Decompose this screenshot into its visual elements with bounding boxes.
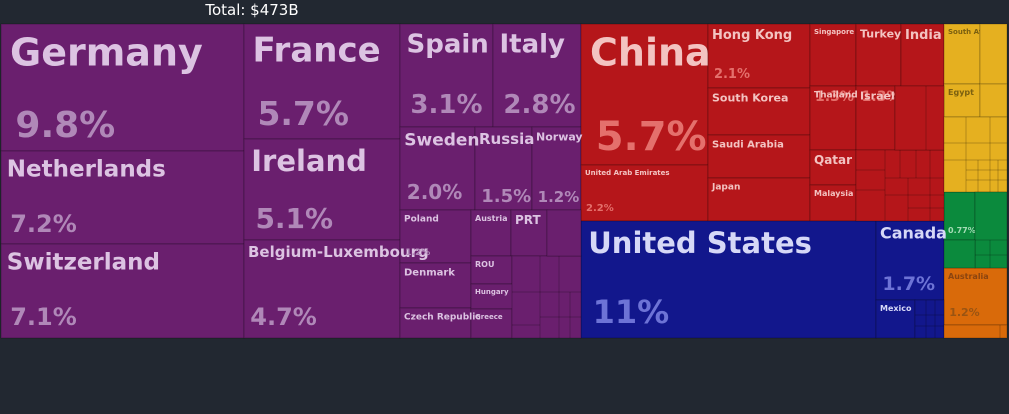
value-label: 1.3%: [815, 89, 854, 105]
cell-label: Thailand: [814, 91, 858, 101]
treemap-cell: [707, 177, 811, 222]
cell-label: China: [590, 30, 711, 74]
cell-label: South Africa: [948, 28, 997, 36]
value-label: 2.1%: [714, 67, 750, 82]
cell-label: Spain: [407, 30, 489, 60]
treemap-cell: [580, 164, 709, 222]
treemap-cell: [243, 23, 401, 140]
value-label: 2.8%: [503, 90, 575, 120]
cell-label: Canada: [880, 224, 947, 243]
cell-label: Belgium-Luxembourg: [248, 243, 429, 261]
treemap-cell: [399, 307, 472, 339]
value-label: 11%: [593, 293, 670, 331]
treemap-cell: [399, 262, 472, 309]
cell-label: Qatar: [814, 153, 852, 167]
value-label: 1.7%: [882, 273, 935, 295]
cell-label: South Korea: [712, 91, 788, 104]
cell-label: United Arab Emirates: [585, 169, 670, 177]
value-label: 1.2%: [949, 306, 980, 319]
treemap-cell: [399, 126, 476, 211]
treemap-cell: [470, 308, 513, 339]
value-label: 1.2%: [405, 248, 430, 258]
value-label: 7.1%: [10, 303, 77, 331]
treemap-cell: [707, 134, 811, 179]
treemap-cell: [580, 23, 709, 166]
cell-label: Germany: [10, 30, 203, 74]
cells: Germany 9.8% Netherlands 7.2% Switzerland 7.1…: [0, 23, 1008, 339]
value-label: 2.2%: [586, 203, 614, 214]
cell-label: Egypt: [948, 88, 974, 97]
value-label: 2.0%: [407, 180, 462, 204]
treemap-cell: [492, 23, 582, 128]
cell-label: Turkey: [860, 27, 901, 40]
value-label: 4.7%: [250, 303, 317, 331]
chart-title: Total: $473B: [204, 1, 298, 19]
cell-label: Switzerland: [7, 249, 160, 275]
treemap-cell: [707, 87, 811, 136]
value-label: 9.8%: [15, 105, 115, 146]
cell-label: Greece: [475, 313, 503, 321]
value-label: 5.1%: [255, 202, 333, 235]
cell-label: Mexico: [880, 304, 912, 313]
treemap-cell: [580, 220, 877, 339]
cell-label: Hong Kong: [712, 28, 792, 43]
treemap-cell: [470, 209, 512, 257]
treemap-cell: [855, 85, 896, 151]
value-label: 5.7%: [257, 94, 349, 133]
cell-label: Singapore: [814, 28, 854, 36]
cell-label: Czech Republic: [404, 313, 481, 323]
small-cells: [511, 23, 1008, 339]
cell-label: Austria: [475, 214, 508, 223]
treemap-cell: [399, 23, 494, 128]
value-label: 0.77%: [948, 226, 976, 235]
cell-label: PRT: [515, 213, 541, 227]
value-label: 1.3%: [862, 89, 901, 105]
treemap-cell: [707, 23, 811, 89]
treemap-cell: [943, 267, 1008, 326]
treemap-cell: [470, 283, 515, 310]
value-label: 1.5%: [481, 186, 531, 207]
treemap-cell: [943, 191, 976, 241]
cell-label: ROU: [475, 260, 494, 269]
treemap-cell: [875, 299, 916, 339]
cell-label: Malaysia: [814, 189, 853, 198]
cell-label: Russia: [479, 130, 534, 148]
treemap-cell: [0, 23, 245, 152]
treemap-cell: [0, 150, 245, 245]
value-label: 7.2%: [10, 210, 77, 238]
treemap-cell: [809, 23, 857, 87]
treemap-cell: [809, 85, 857, 151]
treemap-cell: [510, 209, 548, 257]
cell-label: Hungary: [475, 288, 509, 296]
treemap-cell: [399, 209, 472, 264]
value-label: 5.7%: [596, 114, 707, 160]
treemap-cell: [474, 126, 533, 211]
cell-label: France: [253, 30, 381, 70]
value-label: 3.1%: [410, 90, 482, 120]
cell-label: Denmark: [404, 268, 455, 279]
treemap-cell: [809, 149, 857, 186]
cell-label: Sweden: [404, 131, 479, 151]
treemap-cell: [0, 243, 245, 339]
value-label: 1.2%: [538, 188, 580, 206]
cell-label: Poland: [404, 215, 439, 225]
treemap-cell: [470, 255, 513, 285]
cell-label: United States: [588, 226, 812, 260]
cell-label: Japan: [711, 183, 740, 193]
cell-label: Italy: [500, 30, 566, 60]
cell-label: Australia: [948, 272, 989, 281]
cell-label: Israel: [860, 89, 895, 102]
treemap-cell: [243, 239, 401, 339]
cell-label: India: [905, 28, 942, 43]
cell-label: Saudi Arabia: [712, 140, 784, 151]
cell-label: Ireland: [251, 144, 367, 178]
cell-label: Norway: [536, 130, 583, 143]
cell-label: Netherlands: [7, 156, 166, 182]
